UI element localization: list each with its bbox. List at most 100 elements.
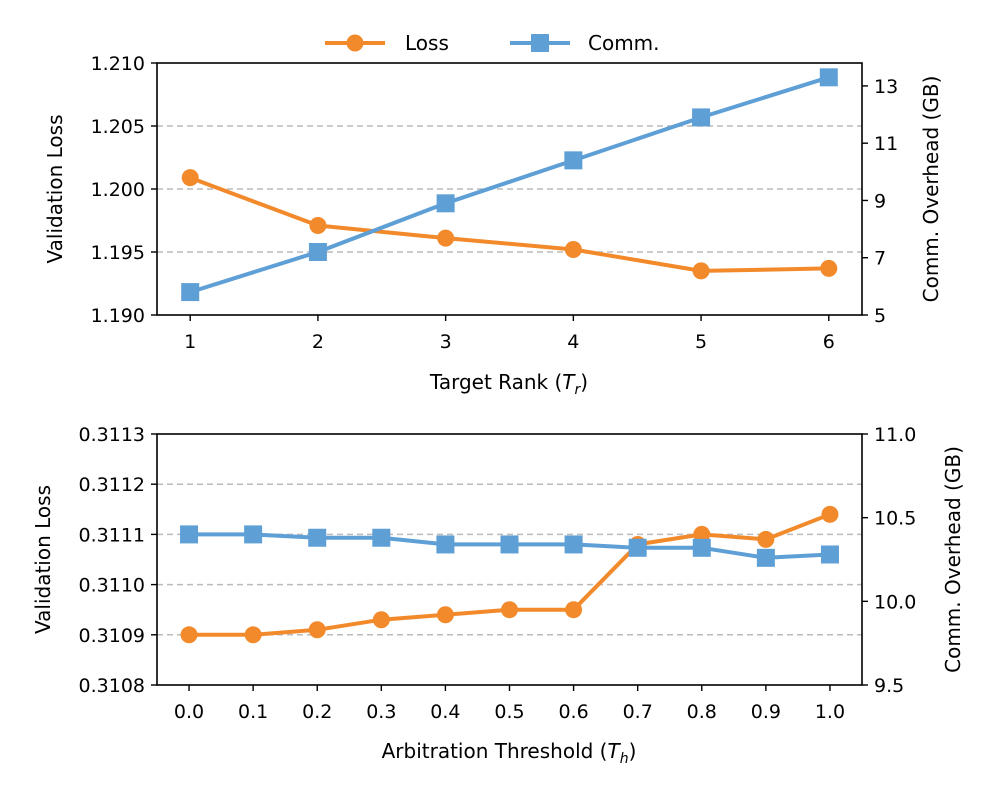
data-point-comm <box>692 538 711 557</box>
y-tick-label-right: 11.0 <box>874 424 916 446</box>
y-tick-label-left: 0.3109 <box>79 625 145 647</box>
grid-lines <box>157 483 862 636</box>
data-point-comm <box>372 528 391 547</box>
x-axis-label-xlabel: Arbitration Threshold ( <box>382 739 608 763</box>
legend: Loss Comm. <box>325 31 660 55</box>
y-tick-label-left: 1.195 <box>91 242 145 264</box>
x-axis-label-xlabel-close: ) <box>580 370 588 394</box>
data-point-comm <box>436 535 455 554</box>
data-point-comm <box>692 108 711 127</box>
y-tick-label-right: 13 <box>874 76 898 98</box>
data-point-comm <box>564 535 583 554</box>
series-comm <box>181 68 838 302</box>
x-tick-label: 3 <box>440 331 452 353</box>
chart-panel-2: 0.0 0.1 0.2 0.3 0.4 0.5 0.6 0.7 0.8 0.9 1.00.31080… <box>31 424 965 767</box>
y-tick-label-right: 10.5 <box>874 508 916 530</box>
data-point-loss <box>821 505 839 523</box>
x-tick-label: 5 <box>695 331 707 353</box>
x-tick-label: 1.0 <box>815 701 845 723</box>
x-axis-label-xlabel: Target Rank ( <box>429 370 562 394</box>
y-tick-label-right: 11 <box>874 133 898 155</box>
x-tick-label: 0.6 <box>558 701 588 723</box>
x-axis-label: Arbitration Threshold (Th) <box>382 739 637 767</box>
y-axis-label-left: Validation Loss <box>31 485 55 634</box>
y-tick-label-left: 1.190 <box>91 305 145 327</box>
x-tick-label: 0.9 <box>751 701 781 723</box>
x-tick-label: 2 <box>312 331 324 353</box>
data-point-comm <box>436 194 455 213</box>
data-point-loss <box>181 169 199 187</box>
data-point-loss <box>308 621 326 639</box>
x-tick-label: 0.4 <box>430 701 460 723</box>
data-point-comm <box>180 525 199 544</box>
x-tick-label: 0.3 <box>366 701 396 723</box>
y-axis-label-right: Comm. Overhead (GB) <box>919 76 943 303</box>
data-point-loss <box>372 611 390 629</box>
y-tick-label-left: 0.3112 <box>79 474 145 496</box>
data-point-loss <box>820 259 838 277</box>
x-tick-label: 0.8 <box>687 701 717 723</box>
y-axis-label-left: Validation Loss <box>43 115 67 264</box>
y-tick-label-left: 0.3110 <box>79 575 145 597</box>
data-point-comm <box>819 68 838 87</box>
data-point-comm <box>500 535 519 554</box>
x-tick-label: 4 <box>567 331 579 353</box>
x-axis-label-xlabel-sub: h <box>620 751 629 767</box>
data-point-loss <box>692 262 710 280</box>
data-point-comm <box>820 545 839 564</box>
y-tick-label-right: 9.5 <box>874 675 904 697</box>
x-axis: 1 2 3 4 5 6 <box>184 315 835 353</box>
data-point-loss <box>437 229 455 247</box>
legend-label: Loss <box>405 31 449 55</box>
y-axis-right: 5 7 9 11 13 <box>862 76 898 327</box>
y-tick-label-left: 1.210 <box>91 53 145 75</box>
data-point-loss <box>501 601 518 619</box>
data-point-comm <box>628 538 647 557</box>
y-axis-left: 1.190 1.195 1.200 1.205 1.210 <box>91 53 157 327</box>
data-point-comm <box>564 151 583 170</box>
x-tick-label: 0.1 <box>238 701 268 723</box>
legend-item-comm: Comm. <box>510 31 660 55</box>
data-point-loss <box>309 217 327 235</box>
plot-frame <box>156 433 863 686</box>
legend-label: Comm. <box>588 31 660 55</box>
data-point-loss <box>564 240 582 258</box>
series-line-comm <box>189 75 830 295</box>
data-point-loss <box>436 606 454 624</box>
x-tick-label: 0.5 <box>494 701 524 723</box>
data-point-comm <box>308 243 327 261</box>
x-axis-label: Target Rank (Tr) <box>429 370 588 398</box>
y-axis-right: 9.5 10.0 10.5 11.0 <box>862 424 916 697</box>
chart-panel-1: 1 2 3 4 5 6 1.190 1.195 1.200 1.205 1.210 5 7 9 11 13 Ta… <box>43 53 943 398</box>
data-point-loss <box>565 601 583 619</box>
y-axis-left: 0.3108 0.3109 0.3110 0.3111 0.3112 0.3113 <box>79 424 157 697</box>
x-tick-label: 6 <box>823 331 835 353</box>
data-point-loss <box>757 530 775 548</box>
x-axis-label-xlabel-sub: r <box>575 382 582 398</box>
data-point-loss <box>693 525 711 543</box>
y-tick-label-left: 0.3111 <box>79 524 145 546</box>
grid-lines <box>157 125 862 253</box>
y-tick-label-right: 10.0 <box>874 591 916 613</box>
data-point-comm <box>181 283 200 302</box>
y-tick-label-left: 0.3113 <box>79 424 145 446</box>
data-point-comm <box>308 528 327 547</box>
y-tick-label-right: 9 <box>874 190 886 212</box>
y-tick-label-right: 5 <box>874 305 886 327</box>
y-tick-label-right: 7 <box>874 248 886 270</box>
data-point-comm <box>244 525 263 544</box>
x-axis-label-xlabel-symbol: T <box>562 370 576 394</box>
x-tick-label: 0.7 <box>623 701 653 723</box>
x-tick-label: 0.2 <box>302 701 332 723</box>
series-line-loss <box>189 175 829 273</box>
x-axis-label-xlabel-close: ) <box>629 739 637 763</box>
data-point-comm <box>756 548 775 567</box>
series-comm <box>180 525 839 567</box>
data-point-loss <box>180 626 198 644</box>
series-loss <box>181 169 838 280</box>
legend-marker <box>531 34 549 52</box>
data-point-loss <box>244 626 262 644</box>
legend-item-loss: Loss <box>325 31 449 55</box>
y-axis-label-right: Comm. Overhead (GB) <box>941 446 965 673</box>
